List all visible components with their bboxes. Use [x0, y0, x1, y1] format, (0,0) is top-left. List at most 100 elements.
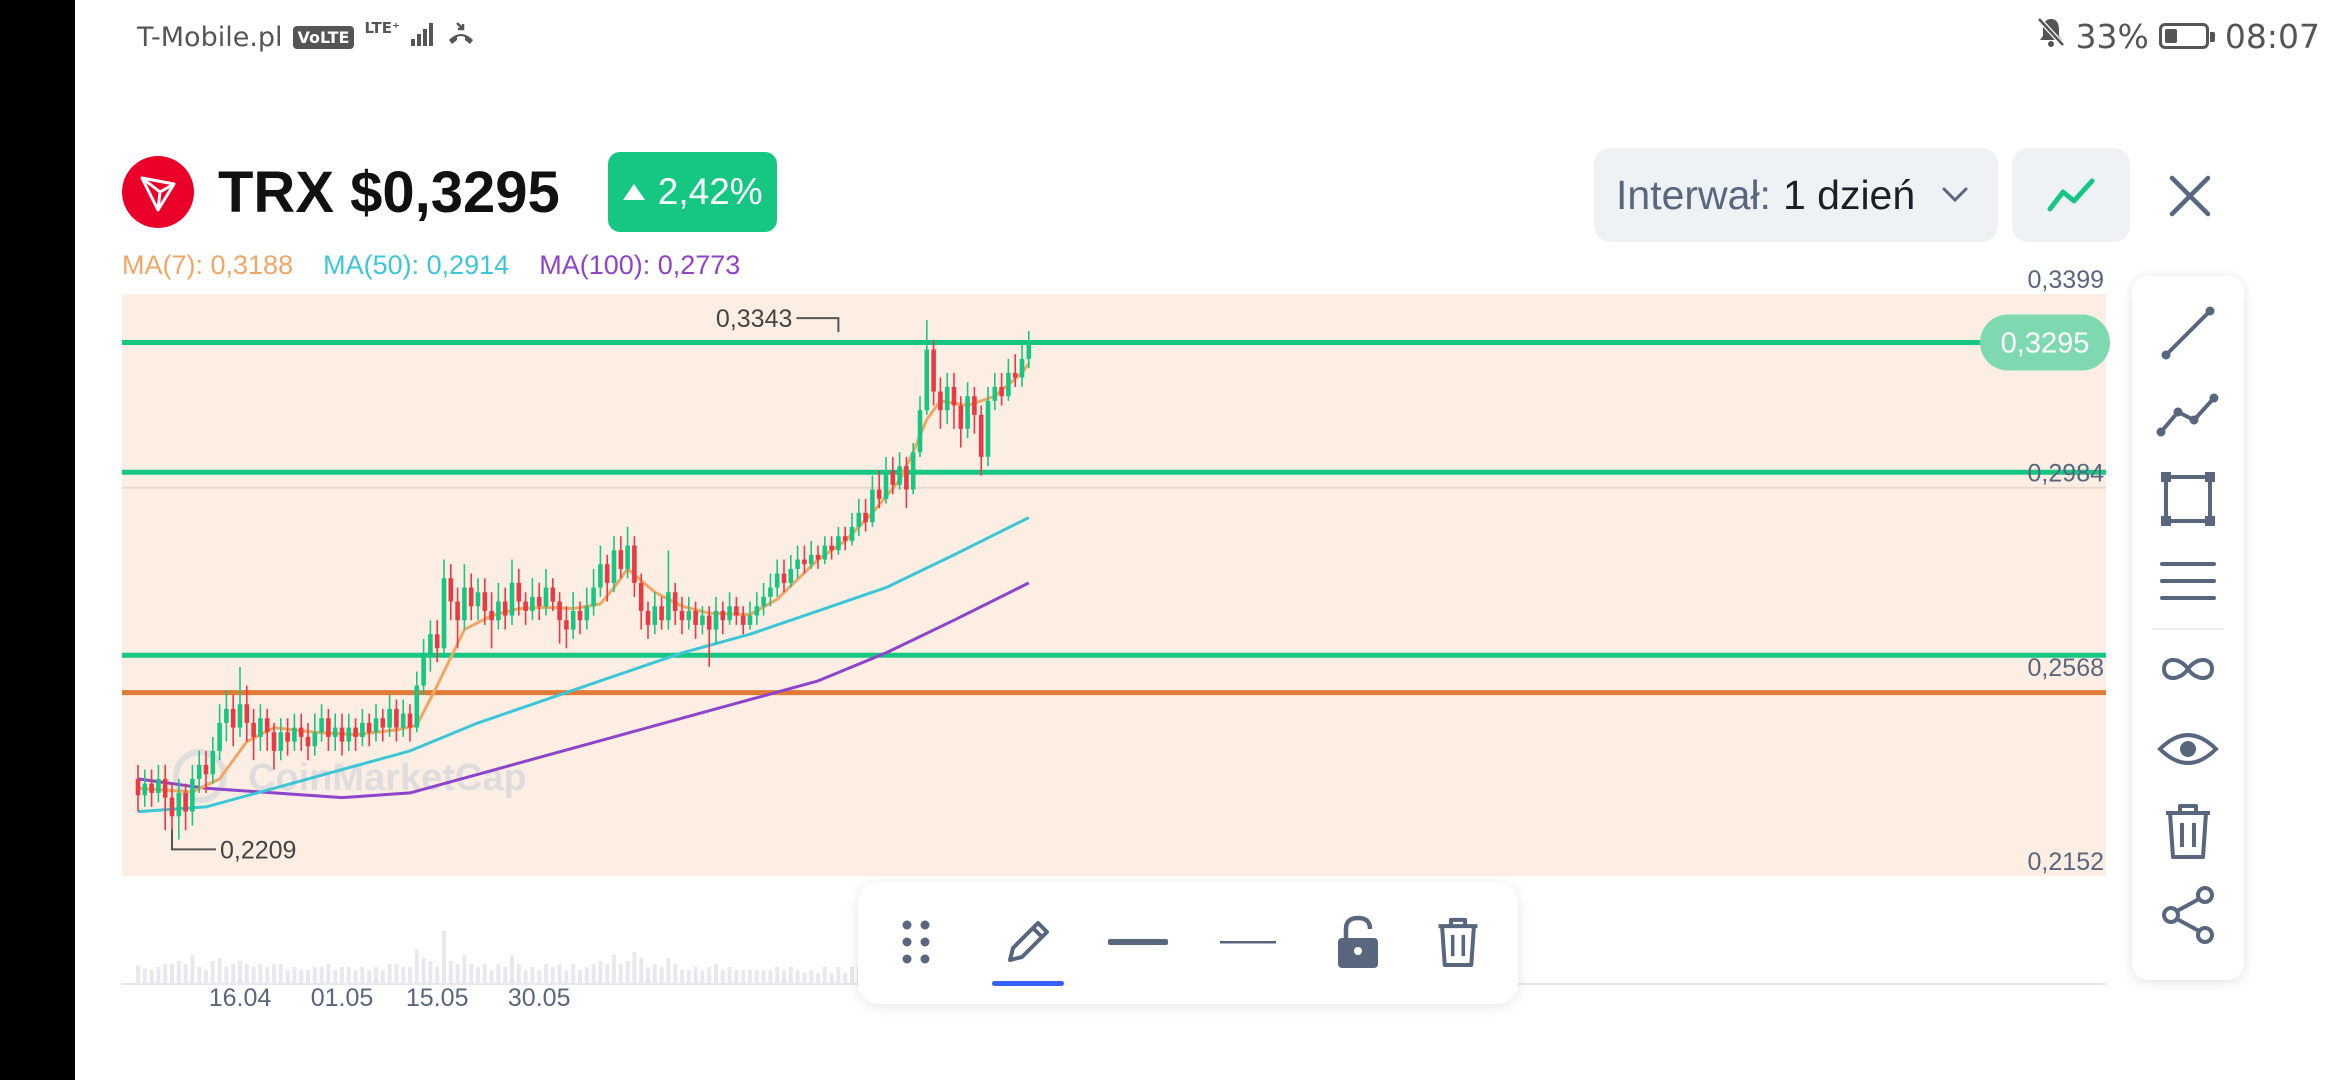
candle: [550, 578, 556, 611]
candle-body: [652, 606, 658, 625]
candle-body: [700, 615, 705, 625]
edit-color-tool[interactable]: [988, 904, 1068, 986]
close-button[interactable]: [2160, 166, 2220, 226]
volume-bar: [142, 968, 147, 984]
share-tool[interactable]: [2148, 880, 2228, 950]
delete-all-tool[interactable]: [2148, 796, 2228, 866]
volume-bar: [183, 964, 188, 984]
drawing-edit-toolbar: [858, 882, 1518, 1004]
infinite-line-tool[interactable]: [2148, 634, 2228, 704]
coin-header: TRX $0,3295 2,42%: [122, 152, 777, 232]
volume-bar: [176, 961, 181, 984]
volume-bar: [802, 973, 807, 984]
interval-label: Interwał:: [1616, 171, 1771, 218]
candle-body: [863, 512, 868, 523]
candle-body: [727, 606, 732, 621]
volume-bar: [244, 964, 249, 984]
candle: [638, 573, 644, 630]
candle-body: [577, 610, 583, 621]
candle-body: [285, 732, 290, 742]
volume-bar: [680, 970, 684, 984]
candle-body: [217, 722, 222, 751]
candle-body: [795, 559, 800, 569]
candle: [829, 536, 834, 560]
candle-body: [557, 601, 562, 621]
rectangle-tool[interactable]: [2148, 464, 2228, 534]
candle-body: [149, 783, 154, 793]
chart-type-toggle-button[interactable]: [2012, 148, 2130, 242]
volume-bar: [822, 967, 827, 984]
candle-body: [584, 606, 590, 621]
current-price-label: 0,3295: [2001, 328, 2090, 360]
volume-bar: [843, 973, 848, 984]
candle: [904, 456, 909, 509]
parallel-lines-tool[interactable]: [2148, 546, 2228, 616]
horizontal-lines-icon: [2160, 562, 2216, 600]
volume-bar: [523, 970, 528, 984]
candle-body: [598, 564, 603, 588]
candle-body: [836, 536, 841, 551]
candle-body: [441, 578, 447, 649]
candle-body: [672, 592, 678, 611]
candle: [985, 386, 991, 467]
candle-body: [944, 386, 950, 411]
candle-body: [264, 718, 270, 733]
volume-bar: [652, 964, 657, 984]
signal-icon: [410, 21, 436, 54]
candle: [448, 564, 454, 621]
annotations: 0,3343 0,2209 0,3295: [171, 305, 2110, 864]
candle-body: [516, 582, 522, 602]
clock: 08:07: [2224, 16, 2320, 56]
volume-bar: [605, 964, 610, 984]
candle-body: [448, 578, 454, 602]
candle: [502, 587, 508, 630]
infinity-icon: [2161, 658, 2215, 680]
volume-bar: [197, 967, 202, 984]
candle: [1012, 354, 1018, 387]
volume-bar: [639, 958, 644, 984]
candle-body: [883, 470, 889, 499]
candle-body: [1026, 342, 1032, 359]
drag-handle[interactable]: [876, 904, 956, 980]
candle: [815, 545, 821, 569]
x-tick-label: 01.05: [311, 984, 374, 1012]
line-style-tool[interactable]: [1208, 904, 1288, 980]
candle-body: [373, 718, 379, 733]
candle-body: [808, 554, 814, 565]
candle-body: [455, 601, 460, 621]
volume-bar: [686, 970, 691, 984]
delete-drawing-tool[interactable]: [1418, 904, 1498, 980]
candle: [897, 452, 902, 490]
candle: [196, 750, 202, 793]
candle-body: [686, 610, 692, 621]
candle-body: [176, 792, 182, 817]
candle-body: [747, 615, 753, 625]
candle-body: [156, 778, 161, 793]
volume-bar: [673, 964, 678, 984]
candle-body: [162, 778, 168, 798]
candle: [931, 340, 936, 406]
lock-tool[interactable]: [1318, 904, 1398, 980]
volume-bar: [217, 958, 222, 984]
candle-body: [720, 610, 726, 621]
candle: [468, 573, 474, 621]
candle: [591, 568, 596, 616]
candle: [353, 718, 358, 751]
line-thickness-tool[interactable]: [1098, 904, 1178, 980]
volume-bar: [666, 958, 671, 984]
volume-bar: [272, 964, 276, 984]
candle: [292, 713, 297, 751]
volume-bar: [612, 955, 616, 984]
trend-line-tool[interactable]: [2148, 298, 2228, 368]
rectangle-icon: [2161, 472, 2215, 526]
path-tool[interactable]: [2148, 380, 2228, 450]
candle-body: [931, 349, 936, 392]
candle: [822, 536, 828, 565]
candle-body: [632, 545, 637, 583]
volte-badge: VoLTE: [292, 26, 355, 49]
volume-bar: [190, 955, 195, 984]
volume-bar: [748, 970, 752, 984]
interval-dropdown[interactable]: Interwał: 1 dzień: [1594, 148, 1998, 242]
visibility-tool[interactable]: [2148, 714, 2228, 784]
